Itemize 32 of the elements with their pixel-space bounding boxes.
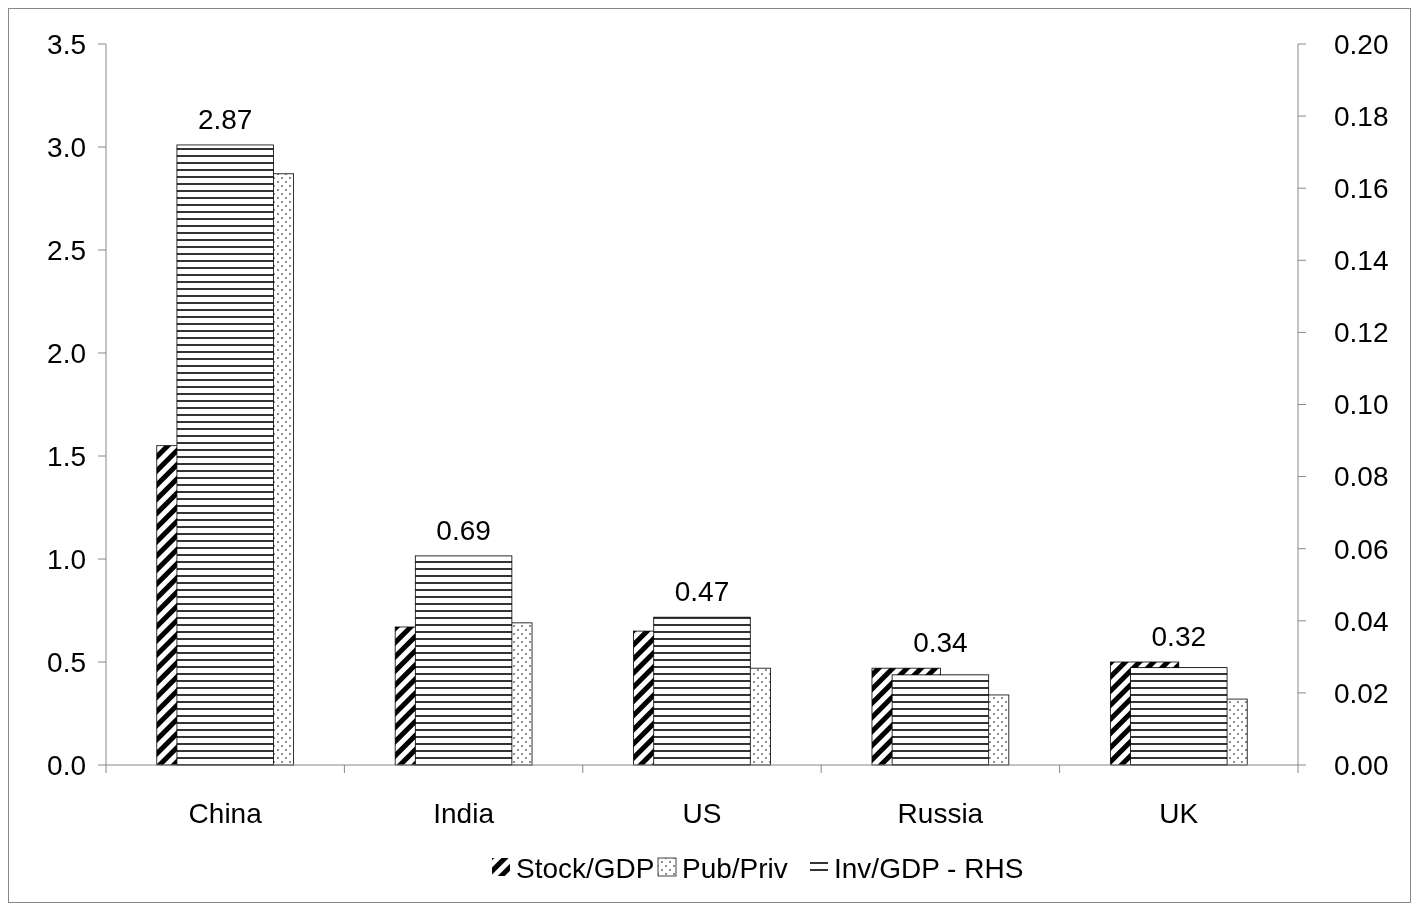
y-tick-label: 0.0 [47,749,86,781]
y-tick-label: 2.0 [47,337,86,369]
y2-tick-label: 0.12 [1334,317,1389,349]
y2-tick-label: 0.06 [1334,533,1389,565]
legend-label: Stock/GDP [516,853,655,884]
data-label: 0.47 [674,576,730,608]
x-tick-label: Russia [897,798,984,829]
y-tick-label: 2.5 [47,234,86,266]
y-tick-label: 1.0 [47,543,86,575]
data-label: 0.32 [1151,621,1207,652]
y2-tick-label: 0.10 [1334,389,1389,421]
y2-tick-label: 0.04 [1334,605,1389,637]
y-tick-label: 3.0 [47,131,86,163]
x-tick-label: India [433,798,495,829]
y2-tick-label: 0.00 [1334,749,1389,781]
legend-label: Inv/GDP - RHS [834,853,1024,884]
data-label: 0.69 [436,514,491,546]
x-tick-label: US [682,798,722,829]
data-label: 0.34 [913,627,968,659]
y2-tick-label: 0.20 [1334,28,1389,60]
y2-tick-label: 0.18 [1334,100,1389,132]
data-label: 2.87 [197,103,253,135]
y-tick-label: 1.5 [47,440,86,472]
x-tick-label: UK [1159,798,1199,829]
y-tick-label: 0.5 [47,646,86,678]
y2-tick-label: 0.16 [1334,173,1389,204]
y2-tick-label: 0.02 [1334,677,1389,709]
y-tick-label: 3.5 [47,28,86,60]
y2-tick-label: 0.14 [1334,245,1389,277]
y2-tick-label: 0.08 [1334,461,1389,493]
x-tick-label: China [188,798,263,829]
legend-label: Pub/Priv [682,853,788,884]
